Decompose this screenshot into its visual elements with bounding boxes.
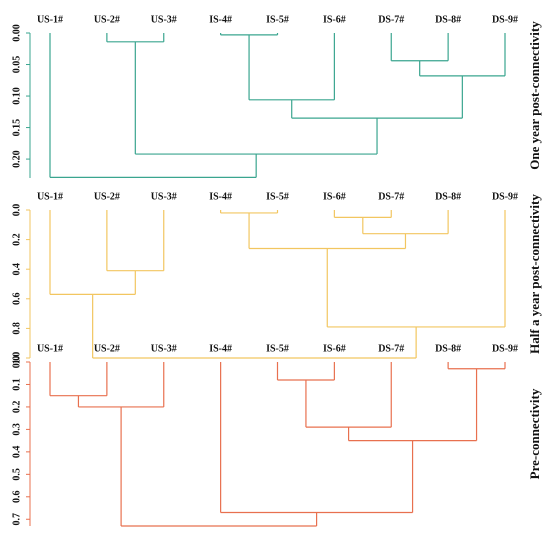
- leaf-label: US-1#: [37, 343, 63, 354]
- leaf-label: DS-8#: [435, 14, 461, 25]
- leaf-label: DS-7#: [378, 343, 404, 354]
- y-tick-label: 0.8: [11, 322, 22, 335]
- leaf-label: US-3#: [151, 14, 177, 25]
- y-tick-label: 0.2: [11, 233, 22, 246]
- leaf-label: DS-9#: [492, 14, 518, 25]
- y-tick-label: 0.5: [11, 468, 22, 481]
- leaf-label: US-2#: [94, 14, 120, 25]
- leaf-label: IS-5#: [266, 343, 289, 354]
- y-tick-label: 0.4: [11, 263, 22, 276]
- leaf-label: DS-8#: [435, 343, 461, 354]
- leaf-label: US-1#: [37, 191, 63, 202]
- leaf-label: IS-4#: [209, 191, 232, 202]
- y-tick-label: 0.00: [11, 24, 22, 42]
- y-tick-label: 0.3: [11, 423, 22, 436]
- leaf-label: IS-4#: [209, 14, 232, 25]
- y-tick-label: 0.0: [11, 204, 22, 217]
- leaf-label: DS-7#: [378, 191, 404, 202]
- leaf-label: US-3#: [151, 343, 177, 354]
- leaf-label: IS-6#: [323, 14, 346, 25]
- leaf-label: US-2#: [94, 191, 120, 202]
- y-tick-label: 0.15: [11, 119, 22, 137]
- y-tick-label: 0.10: [11, 87, 22, 105]
- leaf-label: IS-4#: [209, 343, 232, 354]
- y-tick-label: 0.7: [11, 513, 22, 526]
- y-tick-label: 0.2: [11, 401, 22, 414]
- y-tick-label: 0.6: [11, 491, 22, 504]
- leaf-label: US-3#: [151, 191, 177, 202]
- panel-title: One year post-connectivity: [527, 21, 542, 170]
- panel-title: Half a year post-connectivity: [527, 194, 542, 354]
- y-tick-label: 0.0: [11, 356, 22, 369]
- leaf-label: IS-5#: [266, 191, 289, 202]
- leaf-label: IS-6#: [323, 191, 346, 202]
- y-tick-label: 0.6: [11, 293, 22, 306]
- y-tick-label: 0.4: [11, 446, 22, 459]
- leaf-label: IS-5#: [266, 14, 289, 25]
- leaf-label: IS-6#: [323, 343, 346, 354]
- leaf-label: DS-9#: [492, 191, 518, 202]
- leaf-label: DS-8#: [435, 191, 461, 202]
- y-tick-label: 0.1: [11, 378, 22, 391]
- leaf-label: DS-7#: [378, 14, 404, 25]
- leaf-label: DS-9#: [492, 343, 518, 354]
- y-tick-label: 0.05: [11, 56, 22, 74]
- y-tick-label: 0.20: [11, 150, 22, 168]
- y-tick-label: 1.0: [11, 352, 22, 365]
- leaf-label: US-2#: [94, 343, 120, 354]
- leaf-label: US-1#: [37, 14, 63, 25]
- panel-title: Pre-connectivity: [527, 388, 542, 479]
